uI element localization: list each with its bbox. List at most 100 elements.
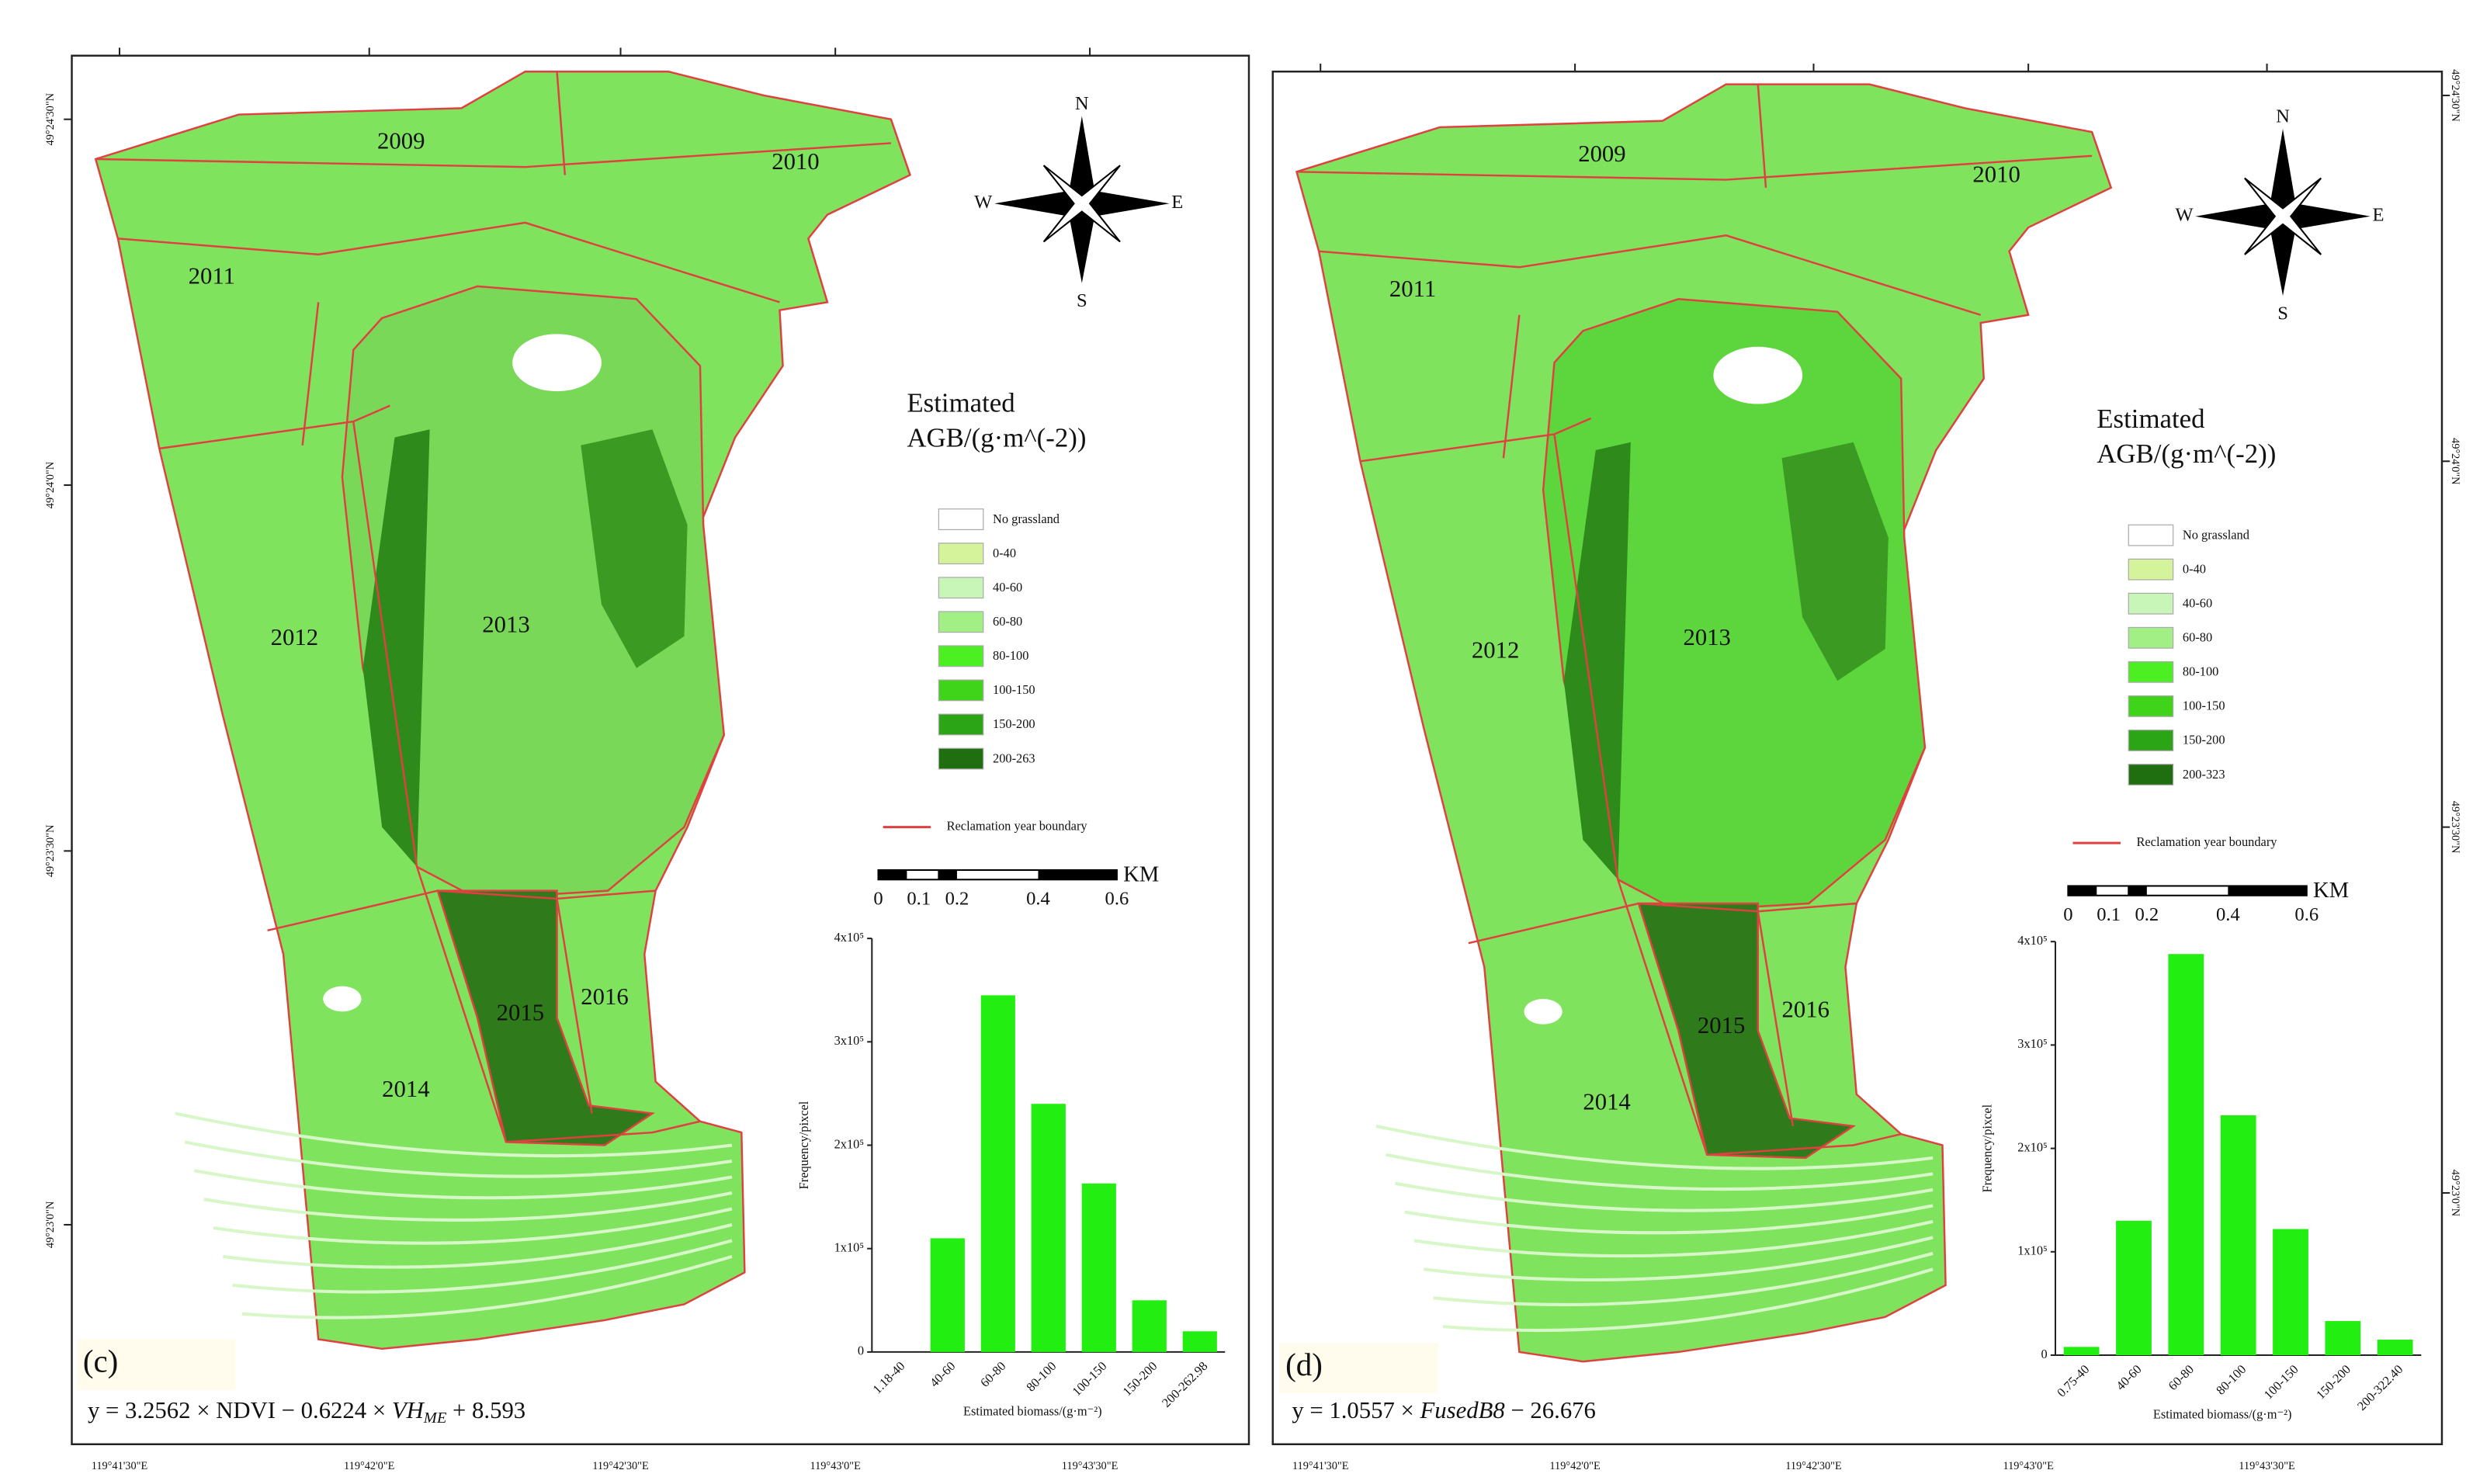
boundary-line [95, 142, 891, 168]
bar [1081, 1183, 1116, 1352]
y-tick-label: 1x10⁵ [834, 1240, 864, 1254]
dense-area [581, 429, 688, 668]
y-axis-label: Frequency/pixcel [1980, 1104, 1995, 1192]
terrace-line [232, 1239, 733, 1294]
lat-label: 49°23'30"N [44, 824, 57, 877]
y-tick-label: 1x10⁵ [2017, 1243, 2047, 1258]
lon-label: 119°43'0"E [810, 1460, 861, 1472]
scale-segment [878, 869, 907, 880]
boundary-line [301, 302, 320, 446]
legend-swatch [2128, 558, 2174, 581]
compass: N S W E [2175, 106, 2384, 324]
lat-label: 49°23'0"N [2449, 1170, 2461, 1217]
legend-label: 200-263 [993, 751, 1035, 765]
compass-star [2244, 177, 2322, 255]
legend-swatch [2128, 524, 2174, 546]
formula: y = 3.2562 × NDVI − 0.6224 × VHME + 8.59… [88, 1397, 525, 1427]
compass-letter: S [1077, 290, 1087, 311]
terrace-line [1442, 1267, 1934, 1333]
map-frame [1271, 70, 2443, 1445]
dense-area [1563, 442, 1631, 880]
year-label: 2015 [1698, 1012, 1745, 1038]
legend-label: 60-80 [993, 614, 1022, 629]
compass-letter: E [1171, 192, 1183, 213]
year-label: 2010 [772, 148, 819, 175]
scale-segment [1038, 869, 1117, 880]
scale-label: 0.4 [2216, 904, 2240, 925]
legend-title: AGB/(g·m^(-2)) [907, 423, 1086, 453]
y-axis-label: Frequency/pixcel [796, 1101, 811, 1189]
label-backdrop [1278, 1342, 1438, 1394]
year-label: 2016 [1782, 996, 1830, 1022]
bar [2063, 1347, 2100, 1356]
boundary-line [1757, 84, 1767, 188]
scale-label: 0.1 [907, 889, 931, 910]
legend-label: No grassland [2183, 527, 2249, 542]
scale-label: 0 [873, 889, 883, 910]
scale-segment [938, 869, 957, 880]
legend-label: Reclamation year boundary [2137, 834, 2278, 849]
terrace-line [1413, 1219, 1934, 1258]
legend-label: Reclamation year boundary [947, 818, 1088, 833]
boundary-line [505, 1120, 701, 1143]
compass-star [1042, 165, 1121, 243]
pond [1713, 346, 1803, 404]
year-label: 2011 [1389, 276, 1436, 302]
legend-title: Estimated [907, 388, 1014, 418]
compass-letter: W [974, 192, 993, 213]
lat-label: 49°24'30"N [2449, 69, 2461, 122]
terrace-line [203, 1191, 733, 1222]
lat-label: 49°23'30"N [2449, 801, 2461, 854]
legend-label: 40-60 [993, 580, 1022, 595]
legend-swatch [938, 611, 984, 633]
lat-label: 49°24'0"N [44, 461, 57, 508]
bar [980, 995, 1015, 1352]
boundary-line [556, 898, 593, 1114]
scale-label: 0.2 [2135, 904, 2159, 925]
formula: y = 1.0557 × FusedB8 − 26.676 [1292, 1397, 1596, 1423]
pond [512, 334, 602, 392]
lat-label: 49°23'0"N [44, 1201, 57, 1248]
map-area: 2009 2010 2011 2012 2013 2014 2015 2016 [94, 70, 912, 1351]
y-tick-label: 4x10⁵ [834, 930, 864, 945]
formula-part: y = 3.2562 × NDVI − 0.6224 × [88, 1397, 392, 1423]
boundary-line [352, 421, 508, 1142]
year-label: 2014 [1583, 1088, 1630, 1115]
year-label: 2012 [1472, 636, 1519, 663]
compass-letter: S [2277, 303, 2288, 324]
boundary-line [1757, 911, 1795, 1127]
x-axis-label: Estimated biomass/(g·m⁻²) [963, 1404, 1102, 1419]
legend-swatch [938, 747, 984, 770]
year-label: 2013 [1683, 624, 1730, 650]
bar [2220, 1115, 2256, 1356]
year-label: 2011 [189, 263, 235, 290]
y-tick-label: 0 [858, 1344, 864, 1358]
terrace-line [1404, 1204, 1934, 1235]
year-label: 2014 [382, 1076, 429, 1102]
lon-label: 119°42'30"E [1785, 1460, 1842, 1472]
legend-label: 60-80 [2183, 630, 2212, 645]
year-label: 2010 [1972, 161, 2020, 188]
year-label: 2013 [482, 611, 529, 637]
terrace-line [222, 1222, 733, 1269]
scale-label: 0 [2063, 904, 2072, 925]
terrace-line [193, 1169, 733, 1200]
scale-label: KM [1123, 862, 1159, 887]
year-label: 2012 [271, 624, 318, 650]
legend-title: AGB/(g·m^(-2)) [2097, 439, 2276, 469]
formula-part: ME [423, 1409, 447, 1427]
formula-part: − 26.676 [1505, 1397, 1596, 1423]
legend-label: 150-200 [993, 716, 1035, 731]
terrace-line [175, 1111, 733, 1158]
y-tick-label: 3x10⁵ [834, 1033, 864, 1048]
terrace-line [213, 1207, 733, 1245]
pond [323, 986, 362, 1012]
compass-letter: N [1075, 93, 1089, 114]
scale-label: 0.6 [1105, 889, 1129, 910]
boundary-line [1468, 902, 1857, 945]
lat-label: 49°24'30"N [44, 92, 57, 145]
formula-part: y = 1.0557 × [1292, 1397, 1420, 1423]
map-area: 2009 2010 2011 2012 2013 2014 2015 2016 [1295, 83, 2113, 1363]
scale-segment [2128, 886, 2147, 896]
